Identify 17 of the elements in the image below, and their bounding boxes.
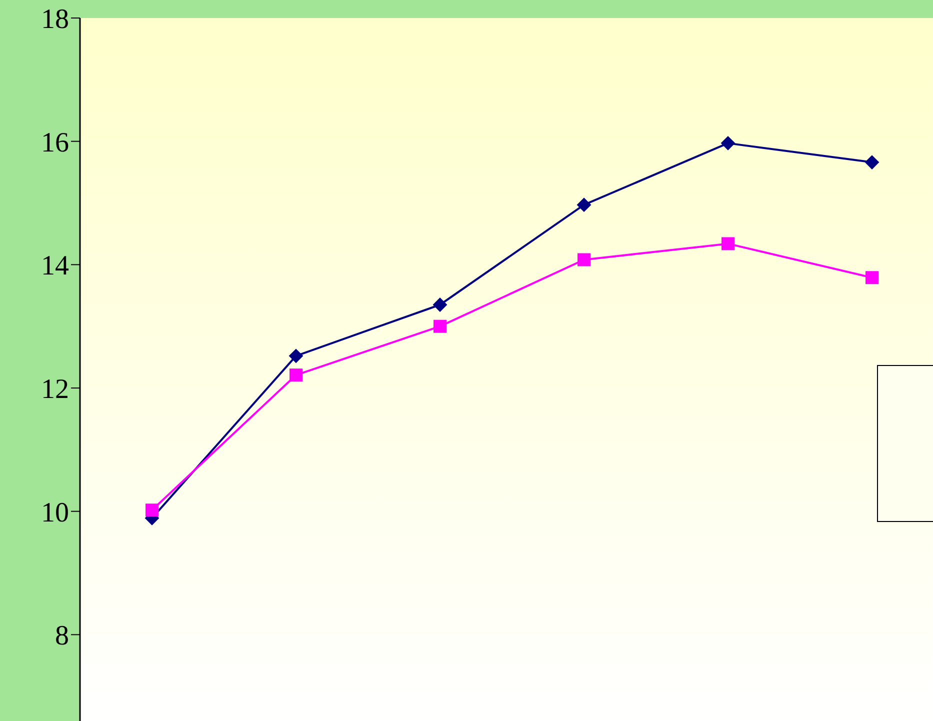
y-tick-label: 18 (41, 4, 69, 35)
point (577, 198, 591, 212)
point (721, 136, 735, 150)
point (289, 348, 303, 363)
y-tick-label: 12 (41, 374, 69, 405)
point (865, 155, 879, 170)
y-tick-label: 8 (55, 620, 69, 652)
point (434, 320, 446, 333)
y-tick-label: 10 (41, 497, 69, 528)
point (722, 237, 734, 250)
point (290, 368, 302, 382)
y-tick-label: 16 (41, 127, 69, 158)
point (146, 504, 158, 517)
point (578, 253, 590, 266)
y-tick-label: 14 (41, 250, 69, 282)
point (866, 271, 878, 284)
point (433, 298, 447, 312)
